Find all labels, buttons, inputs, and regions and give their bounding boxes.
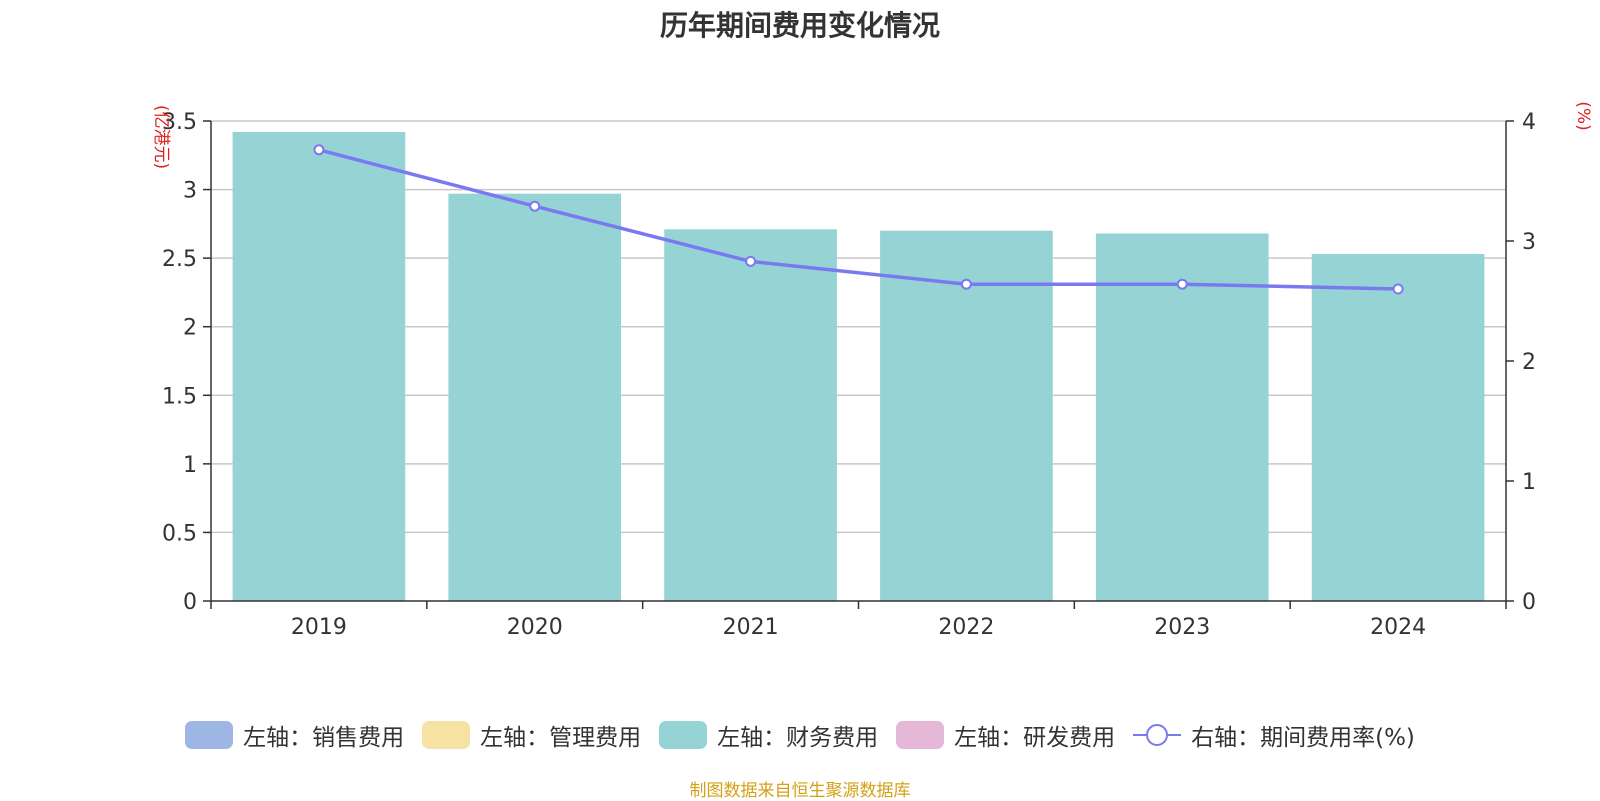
- legend: 左轴：销售费用 左轴：管理费用 左轴：财务费用 左轴：研发费用 右轴：期间费用率(%): [0, 718, 1600, 752]
- y-right-tick-label: 2: [1522, 350, 1536, 375]
- legend-item[interactable]: 右轴：期间费用率(%): [1133, 718, 1415, 752]
- bar-finance-2022: [880, 230, 1053, 601]
- bar-finance-2020: [448, 193, 622, 601]
- legend-label: 左轴：销售费用: [243, 725, 405, 751]
- legend-label: 左轴：研发费用: [954, 725, 1116, 751]
- bar-finance-2021: [664, 229, 837, 602]
- y-left-tick-label: 2: [183, 316, 197, 341]
- rate-point-2022: [960, 278, 972, 290]
- y-left-tick-label: 2.5: [162, 247, 197, 272]
- legend-item[interactable]: 左轴：财务费用: [659, 718, 878, 752]
- bar-finance-2023: [1095, 233, 1269, 601]
- x-tick-label: 2024: [1370, 615, 1426, 640]
- chart-title: 历年期间费用变化情况: [659, 9, 940, 42]
- left-axis-unit: (亿港元): [151, 105, 171, 169]
- legend-swatch: [659, 721, 708, 749]
- rate-point-2019: [313, 144, 325, 156]
- right-axis-unit: (%): [1573, 101, 1593, 130]
- x-tick-label: 2019: [291, 615, 347, 640]
- legend-label: 右轴：期间费用率(%): [1191, 725, 1415, 751]
- y-left-tick-label: 3: [183, 179, 197, 204]
- y-left-tick-label: 1.5: [162, 384, 197, 409]
- legend-swatch: [422, 721, 471, 749]
- rate-line: [318, 148, 1399, 291]
- legend-swatch: [896, 721, 945, 749]
- rate-point-2024: [1392, 283, 1404, 295]
- x-tick-label: 2023: [1154, 615, 1210, 640]
- bar-finance-2024: [1311, 254, 1485, 601]
- legend-label: 左轴：财务费用: [717, 725, 879, 751]
- legend-item[interactable]: 左轴：销售费用: [185, 718, 404, 752]
- y-left-tick-label: 0.5: [162, 521, 197, 546]
- legend-item[interactable]: 左轴：管理费用: [422, 718, 641, 752]
- legend-label: 左轴：管理费用: [480, 725, 642, 751]
- rate-point-2023: [1176, 278, 1188, 290]
- y-left-tick-label: 1: [183, 453, 197, 478]
- legend-swatch: [185, 721, 234, 749]
- legend-item[interactable]: 左轴：研发费用: [896, 718, 1115, 752]
- rate-point-2021: [745, 255, 757, 267]
- y-right-tick-label: 1: [1522, 470, 1536, 495]
- y-right-tick-label: 4: [1522, 110, 1536, 135]
- y-left-tick-label: 3.5: [162, 110, 197, 135]
- y-right-tick-label: 3: [1522, 230, 1536, 255]
- x-tick-label: 2021: [723, 615, 779, 640]
- x-tick-label: 2020: [507, 615, 563, 640]
- source-note: 制图数据来自恒生聚源数据库: [689, 781, 911, 801]
- y-right-tick-label: 0: [1522, 590, 1536, 615]
- y-left-tick-label: 0: [183, 590, 197, 615]
- legend-line-swatch: [1133, 724, 1182, 746]
- rate-point-2020: [529, 200, 541, 212]
- bar-finance-2019: [232, 131, 406, 601]
- x-tick-label: 2022: [938, 615, 994, 640]
